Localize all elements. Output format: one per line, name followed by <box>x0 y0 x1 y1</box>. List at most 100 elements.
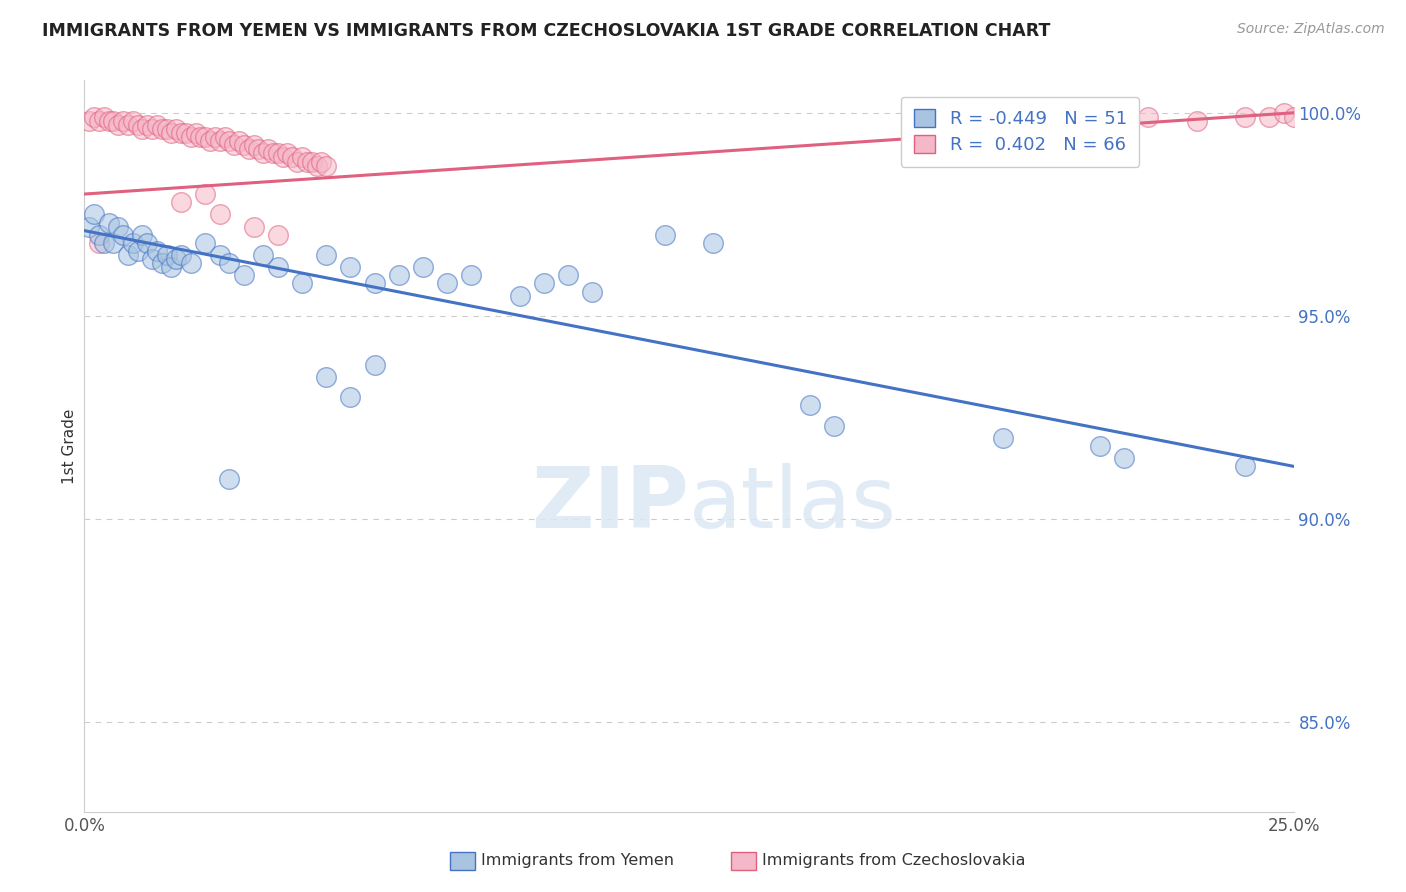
Point <box>1185 114 1208 128</box>
Point <box>208 207 231 221</box>
Point <box>363 277 385 291</box>
Point <box>160 126 183 140</box>
Point <box>271 151 294 165</box>
Point <box>291 277 314 291</box>
Point <box>1017 114 1039 128</box>
Point <box>155 122 177 136</box>
Point <box>141 122 163 136</box>
Text: IMMIGRANTS FROM YEMEN VS IMMIGRANTS FROM CZECHOSLOVAKIA 1ST GRADE CORRELATION CH: IMMIGRANTS FROM YEMEN VS IMMIGRANTS FROM… <box>42 22 1050 40</box>
Point <box>87 235 110 250</box>
Point <box>281 151 304 165</box>
Point <box>218 471 240 485</box>
Point <box>208 134 231 148</box>
Point <box>315 248 337 262</box>
Point <box>194 187 217 202</box>
Point <box>943 118 966 132</box>
Point <box>77 219 100 234</box>
Point <box>1114 451 1136 466</box>
Point <box>1272 105 1295 120</box>
Point <box>1088 439 1111 453</box>
Point <box>141 252 163 266</box>
Point <box>97 215 120 229</box>
Point <box>242 138 264 153</box>
Point <box>252 146 274 161</box>
Point <box>291 151 314 165</box>
Point <box>150 256 173 270</box>
Point <box>363 358 385 372</box>
Point <box>233 138 256 153</box>
Point <box>107 219 129 234</box>
Point <box>315 370 337 384</box>
Point <box>198 134 221 148</box>
Point <box>218 256 240 270</box>
Point <box>1234 459 1257 474</box>
Point <box>127 244 149 258</box>
Point <box>305 159 328 173</box>
Point <box>533 277 555 291</box>
Point <box>412 260 434 275</box>
Point <box>194 235 217 250</box>
Legend: R = -0.449   N = 51, R =  0.402   N = 66: R = -0.449 N = 51, R = 0.402 N = 66 <box>901 96 1139 167</box>
Point <box>208 248 231 262</box>
Point <box>165 122 187 136</box>
Point <box>1040 118 1063 132</box>
Point <box>509 288 531 302</box>
Text: Source: ZipAtlas.com: Source: ZipAtlas.com <box>1237 22 1385 37</box>
Point <box>262 146 284 161</box>
Point <box>136 235 159 250</box>
Point <box>311 154 333 169</box>
Point <box>1282 110 1305 124</box>
Point <box>295 154 318 169</box>
Point <box>190 130 212 145</box>
Point <box>150 122 173 136</box>
Point <box>1234 110 1257 124</box>
Point <box>238 142 260 156</box>
Point <box>436 277 458 291</box>
Point <box>83 207 105 221</box>
Point <box>460 268 482 283</box>
Point <box>174 126 197 140</box>
Point <box>218 134 240 148</box>
Point <box>228 134 250 148</box>
Point <box>315 159 337 173</box>
Point <box>117 118 139 132</box>
Point <box>170 195 193 210</box>
Point <box>121 114 143 128</box>
Point <box>83 110 105 124</box>
Point <box>1088 114 1111 128</box>
Point <box>127 118 149 132</box>
Point <box>170 126 193 140</box>
Point <box>252 248 274 262</box>
Point <box>214 130 236 145</box>
Point <box>170 248 193 262</box>
Point <box>165 252 187 266</box>
Point <box>107 118 129 132</box>
Point <box>581 285 603 299</box>
Text: Immigrants from Yemen: Immigrants from Yemen <box>481 854 673 868</box>
Y-axis label: 1st Grade: 1st Grade <box>62 409 77 483</box>
Point <box>799 398 821 412</box>
Point <box>87 114 110 128</box>
Text: ZIP: ZIP <box>531 463 689 546</box>
Point <box>1137 110 1160 124</box>
Point <box>247 142 270 156</box>
Point <box>339 260 361 275</box>
Point <box>233 268 256 283</box>
Point <box>117 248 139 262</box>
Point <box>194 130 217 145</box>
Point <box>136 118 159 132</box>
Point <box>301 154 323 169</box>
Point <box>224 138 246 153</box>
Point <box>155 248 177 262</box>
Point <box>388 268 411 283</box>
Point <box>204 130 226 145</box>
Point <box>160 260 183 275</box>
Text: atlas: atlas <box>689 463 897 546</box>
Point <box>285 154 308 169</box>
Point <box>557 268 579 283</box>
Point <box>702 235 724 250</box>
Point <box>112 114 135 128</box>
Point <box>180 256 202 270</box>
Point <box>276 146 298 161</box>
Point <box>93 235 115 250</box>
